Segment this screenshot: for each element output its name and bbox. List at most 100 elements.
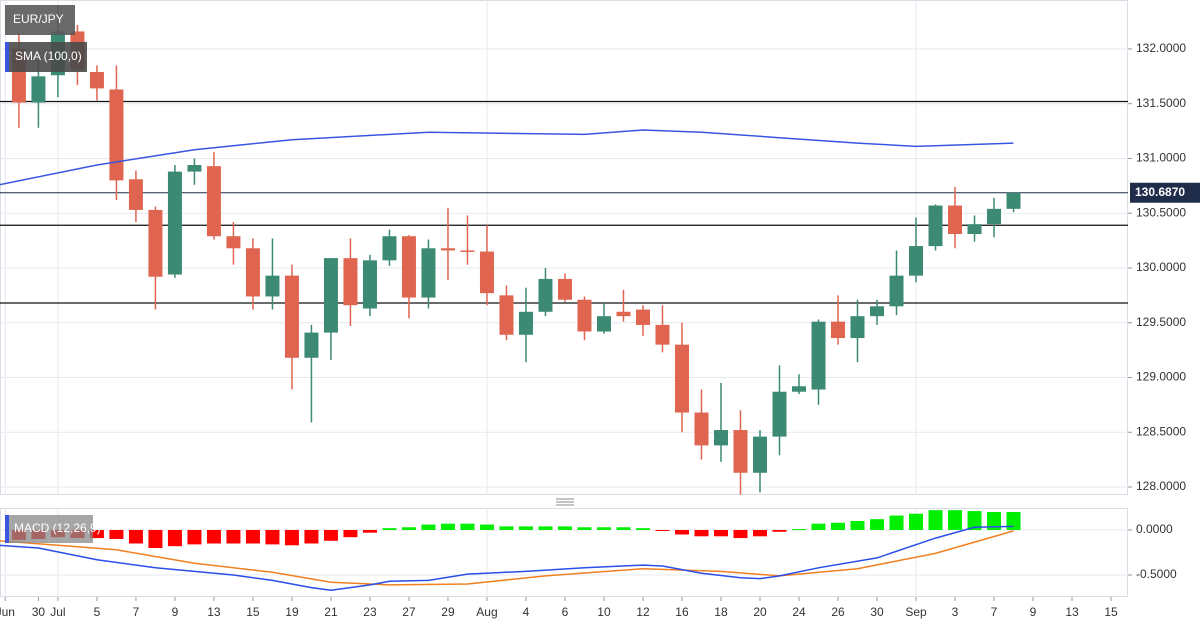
y-tick-label: 130.5000 bbox=[1136, 205, 1186, 219]
candle-body bbox=[323, 258, 338, 333]
macd-bar bbox=[128, 529, 143, 544]
macd-bar bbox=[206, 529, 221, 544]
macd-bar bbox=[792, 529, 806, 531]
sma-box[interactable] bbox=[5, 42, 87, 72]
last-price-label: 130.6870 bbox=[1135, 185, 1185, 199]
x-tick-label: 15 bbox=[1104, 605, 1118, 619]
macd-bar bbox=[167, 529, 182, 547]
candle-body bbox=[284, 275, 299, 358]
x-tick-label: 26 bbox=[831, 605, 845, 619]
symbol-box[interactable] bbox=[5, 5, 75, 35]
macd-bar bbox=[265, 529, 280, 545]
macd-bar bbox=[831, 522, 846, 530]
x-tick-label: 29 bbox=[441, 605, 455, 619]
candle-body bbox=[850, 316, 865, 339]
candle-body bbox=[362, 260, 377, 309]
x-tick-label: 7 bbox=[133, 605, 140, 619]
candle-body bbox=[928, 205, 943, 247]
x-tick-label: Jun bbox=[0, 605, 15, 619]
splitter[interactable] bbox=[556, 498, 574, 506]
x-tick-label: Jul bbox=[50, 605, 65, 619]
macd-bar bbox=[928, 510, 943, 530]
macd-bar bbox=[752, 529, 767, 537]
x-tick-label: 30 bbox=[870, 605, 884, 619]
candle-body bbox=[772, 391, 787, 437]
candle-body bbox=[752, 436, 767, 473]
macd-bar bbox=[518, 526, 533, 530]
x-tick-label: 7 bbox=[991, 605, 998, 619]
candle-body bbox=[109, 89, 124, 181]
macd-bar bbox=[909, 513, 924, 530]
candle-body bbox=[792, 386, 806, 392]
x-tick-label: 16 bbox=[675, 605, 689, 619]
candle-body bbox=[635, 309, 650, 325]
macd-bar bbox=[343, 529, 358, 538]
candle-body bbox=[421, 248, 436, 298]
candle-body bbox=[167, 171, 182, 275]
y-tick-label: 130.0000 bbox=[1136, 260, 1186, 274]
macd-bar bbox=[109, 529, 124, 539]
y-tick-label: 131.5000 bbox=[1136, 96, 1186, 110]
macd-bar bbox=[421, 524, 436, 530]
macd-bar bbox=[577, 527, 592, 530]
macd-bar bbox=[987, 511, 1002, 530]
x-tick-label: 5 bbox=[94, 605, 101, 619]
candle-body bbox=[674, 344, 689, 413]
candle-body bbox=[967, 224, 982, 235]
macd-bar bbox=[89, 529, 104, 539]
macd-bar bbox=[401, 527, 416, 530]
macd-bar bbox=[811, 523, 826, 530]
last-price-box bbox=[1130, 182, 1200, 203]
symbol-label: EUR/JPY bbox=[13, 12, 64, 26]
candle-body bbox=[811, 321, 826, 390]
price-panel bbox=[0, 0, 1128, 495]
macd-bar bbox=[694, 529, 709, 537]
candle-body bbox=[245, 248, 260, 297]
macd-bar bbox=[323, 529, 338, 541]
x-tick-label: 12 bbox=[636, 605, 650, 619]
candle-body bbox=[440, 248, 455, 251]
macd-bar bbox=[772, 529, 787, 532]
macd-bar bbox=[148, 529, 163, 548]
macd-bar bbox=[460, 523, 475, 530]
candle-body bbox=[655, 324, 670, 345]
candle-body bbox=[206, 166, 221, 237]
macd-box[interactable] bbox=[5, 515, 93, 543]
candle-body bbox=[343, 258, 358, 306]
macd-bar bbox=[284, 529, 299, 546]
candle-body bbox=[187, 165, 202, 172]
macd-bar bbox=[304, 529, 319, 544]
macd-bar bbox=[479, 524, 494, 530]
macd-bar bbox=[226, 529, 241, 544]
candle-body bbox=[909, 246, 924, 276]
candle-body bbox=[987, 208, 1002, 225]
candle-body bbox=[713, 430, 728, 446]
candle-body bbox=[128, 179, 143, 210]
macd-bar bbox=[967, 511, 982, 530]
macd-bar bbox=[596, 527, 611, 530]
candle-body bbox=[226, 236, 241, 249]
macd-bar bbox=[850, 520, 865, 530]
x-tick-label: Aug bbox=[476, 605, 497, 619]
macd-bar bbox=[362, 529, 377, 533]
sma-line bbox=[0, 129, 1014, 186]
y-tick-label: 128.0000 bbox=[1136, 479, 1186, 493]
x-tick-label: 9 bbox=[1030, 605, 1037, 619]
x-tick-label: 20 bbox=[753, 605, 767, 619]
marks bbox=[0, 5, 1128, 592]
x-tick-label: 24 bbox=[792, 605, 806, 619]
candle-body bbox=[479, 251, 494, 294]
macd-bar bbox=[635, 528, 650, 530]
macd-bar bbox=[674, 529, 689, 535]
macd-bar bbox=[655, 529, 670, 531]
sma-swatch bbox=[5, 42, 9, 72]
macd-label: MACD (12,26,9) bbox=[14, 521, 101, 535]
candle-body bbox=[889, 275, 904, 307]
x-tick-label: 27 bbox=[402, 605, 416, 619]
x-tick-label: 13 bbox=[207, 605, 221, 619]
macd-bar bbox=[499, 526, 514, 530]
candle-body bbox=[499, 295, 514, 335]
candle-body bbox=[948, 205, 963, 235]
macd-swatch bbox=[5, 515, 9, 543]
